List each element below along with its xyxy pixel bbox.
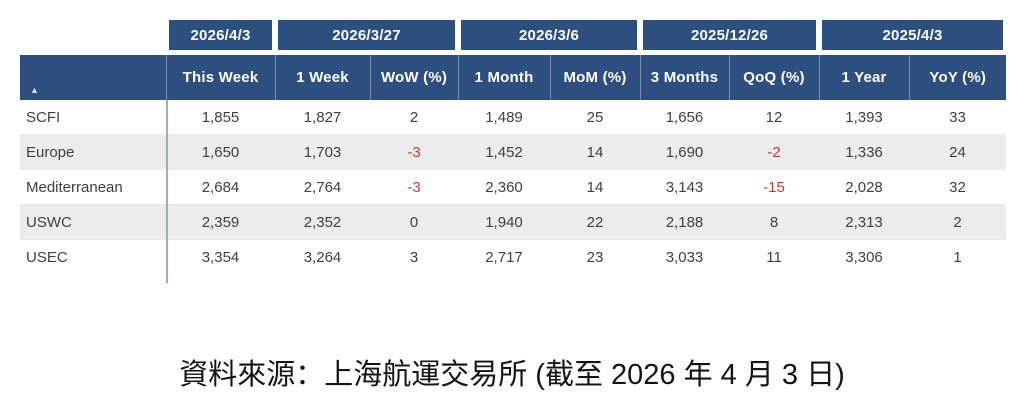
column-header[interactable]: YoY (%) <box>908 55 1007 100</box>
table-cell: 2,360 <box>458 169 550 205</box>
table-cell: 3,143 <box>640 169 729 205</box>
date-group-label: 2026/4/3 <box>169 20 272 50</box>
row-label-column-header[interactable]: ▲ <box>20 55 166 100</box>
table-cell: 3,033 <box>640 239 729 274</box>
column-header-row: ▲ This Week 1 Week WoW (%) 1 Month MoM (%) 3 … <box>20 55 1007 100</box>
column-header[interactable]: 1 Month <box>457 55 550 100</box>
table-cell: 32 <box>909 169 1007 205</box>
column-header[interactable]: This Week <box>165 55 275 100</box>
date-group-label: 2026/3/6 <box>461 20 637 50</box>
date-header-row: 2026/4/3 2026/3/27 2026/3/6 2025/12/26 2025/… <box>20 20 1006 55</box>
table-cell: 1,393 <box>819 100 910 135</box>
table-cell: 2,359 <box>166 204 275 240</box>
row-label: USWC <box>20 204 166 240</box>
table-cell: -3 <box>370 169 458 205</box>
table-row: Mediterranean 2,684 2,764 -3 2,360 14 3,143 -15… <box>20 169 1007 205</box>
table-cell: 23 <box>550 239 640 274</box>
table-cell: 0 <box>370 204 458 240</box>
table-cell: 12 <box>729 100 820 135</box>
row-label: USEC <box>20 239 166 274</box>
table-cell: 14 <box>550 169 640 205</box>
table-cell: 1,827 <box>275 100 370 135</box>
table-cell: 3,354 <box>166 239 275 274</box>
freight-index-table-wrap: 2026/4/3 2026/3/27 2026/3/6 2025/12/26 2025/… <box>20 20 1007 283</box>
table-cell: 1,940 <box>458 204 550 240</box>
table-cell: 14 <box>550 134 640 170</box>
table-body: SCFI 1,855 1,827 2 1,489 25 1,656 12 1,393 33 Euro… <box>20 100 1007 274</box>
label-column-divider <box>166 100 168 283</box>
sort-ascending-icon: ▲ <box>30 85 40 95</box>
table-cell: -2 <box>729 134 820 170</box>
table-cell: 2,188 <box>640 204 729 240</box>
table-cell: 8 <box>729 204 820 240</box>
table-row: Europe 1,650 1,703 -3 1,452 14 1,690 -2 1,336 24 <box>20 134 1007 170</box>
source-caption: 資料來源：上海航運交易所 (截至 2026 年 4 月 3 日) <box>179 359 845 391</box>
date-group-label: 2026/3/27 <box>278 20 455 50</box>
table-cell: 22 <box>550 204 640 240</box>
table-cell: 2,764 <box>275 169 370 205</box>
table-row: SCFI 1,855 1,827 2 1,489 25 1,656 12 1,393 33 <box>20 100 1007 135</box>
table-cell: 2,028 <box>819 169 910 205</box>
freight-index-table: 2026/4/3 2026/3/27 2026/3/6 2025/12/26 2025/… <box>20 20 1007 274</box>
date-group-header[interactable]: 2025/12/26 <box>640 20 819 55</box>
table-cell: 3,264 <box>275 239 370 274</box>
table-cell: 2,684 <box>166 169 275 205</box>
table-cell: 2 <box>370 100 458 135</box>
row-label: Mediterranean <box>20 169 166 205</box>
table-cell: 1 <box>909 239 1007 274</box>
column-header[interactable]: 1 Year <box>818 55 910 100</box>
table-cell: 11 <box>729 239 820 274</box>
date-group-header[interactable]: 2026/3/27 <box>275 20 458 55</box>
row-label: SCFI <box>20 100 166 135</box>
date-group-header[interactable]: 2025/4/3 <box>819 20 1006 55</box>
table-cell: 1,690 <box>640 134 729 170</box>
table-cell: 2,313 <box>819 204 910 240</box>
table-cell: 1,703 <box>275 134 370 170</box>
table-cell: 1,336 <box>819 134 910 170</box>
date-row-spacer <box>20 20 166 55</box>
date-group-label: 2025/12/26 <box>643 20 817 50</box>
table-row: USWC 2,359 2,352 0 1,940 22 2,188 8 2,313 2 <box>20 204 1007 240</box>
table-cell: 2,717 <box>458 239 550 274</box>
table-cell: 2 <box>909 204 1007 240</box>
date-group-header[interactable]: 2026/4/3 <box>166 20 275 55</box>
table-cell: -15 <box>729 169 820 205</box>
row-label: Europe <box>20 134 166 170</box>
table-row: USEC 3,354 3,264 3 2,717 23 3,033 11 3,306 1 <box>20 239 1007 274</box>
column-header[interactable]: WoW (%) <box>369 55 458 100</box>
table-cell: 25 <box>550 100 640 135</box>
column-header[interactable]: QoQ (%) <box>728 55 820 100</box>
table-cell: 33 <box>909 100 1007 135</box>
column-header[interactable]: 1 Week <box>274 55 370 100</box>
table-cell: -3 <box>370 134 458 170</box>
column-header[interactable]: MoM (%) <box>549 55 640 100</box>
column-header[interactable]: 3 Months <box>639 55 729 100</box>
table-cell: 1,489 <box>458 100 550 135</box>
table-cell: 24 <box>909 134 1007 170</box>
date-group-label: 2025/4/3 <box>822 20 1004 50</box>
table-cell: 1,650 <box>166 134 275 170</box>
table-cell: 3,306 <box>819 239 910 274</box>
table-cell: 1,452 <box>458 134 550 170</box>
date-group-header[interactable]: 2026/3/6 <box>458 20 640 55</box>
table-cell: 1,656 <box>640 100 729 135</box>
table-cell: 1,855 <box>166 100 275 135</box>
table-cell: 2,352 <box>275 204 370 240</box>
table-cell: 3 <box>370 239 458 274</box>
